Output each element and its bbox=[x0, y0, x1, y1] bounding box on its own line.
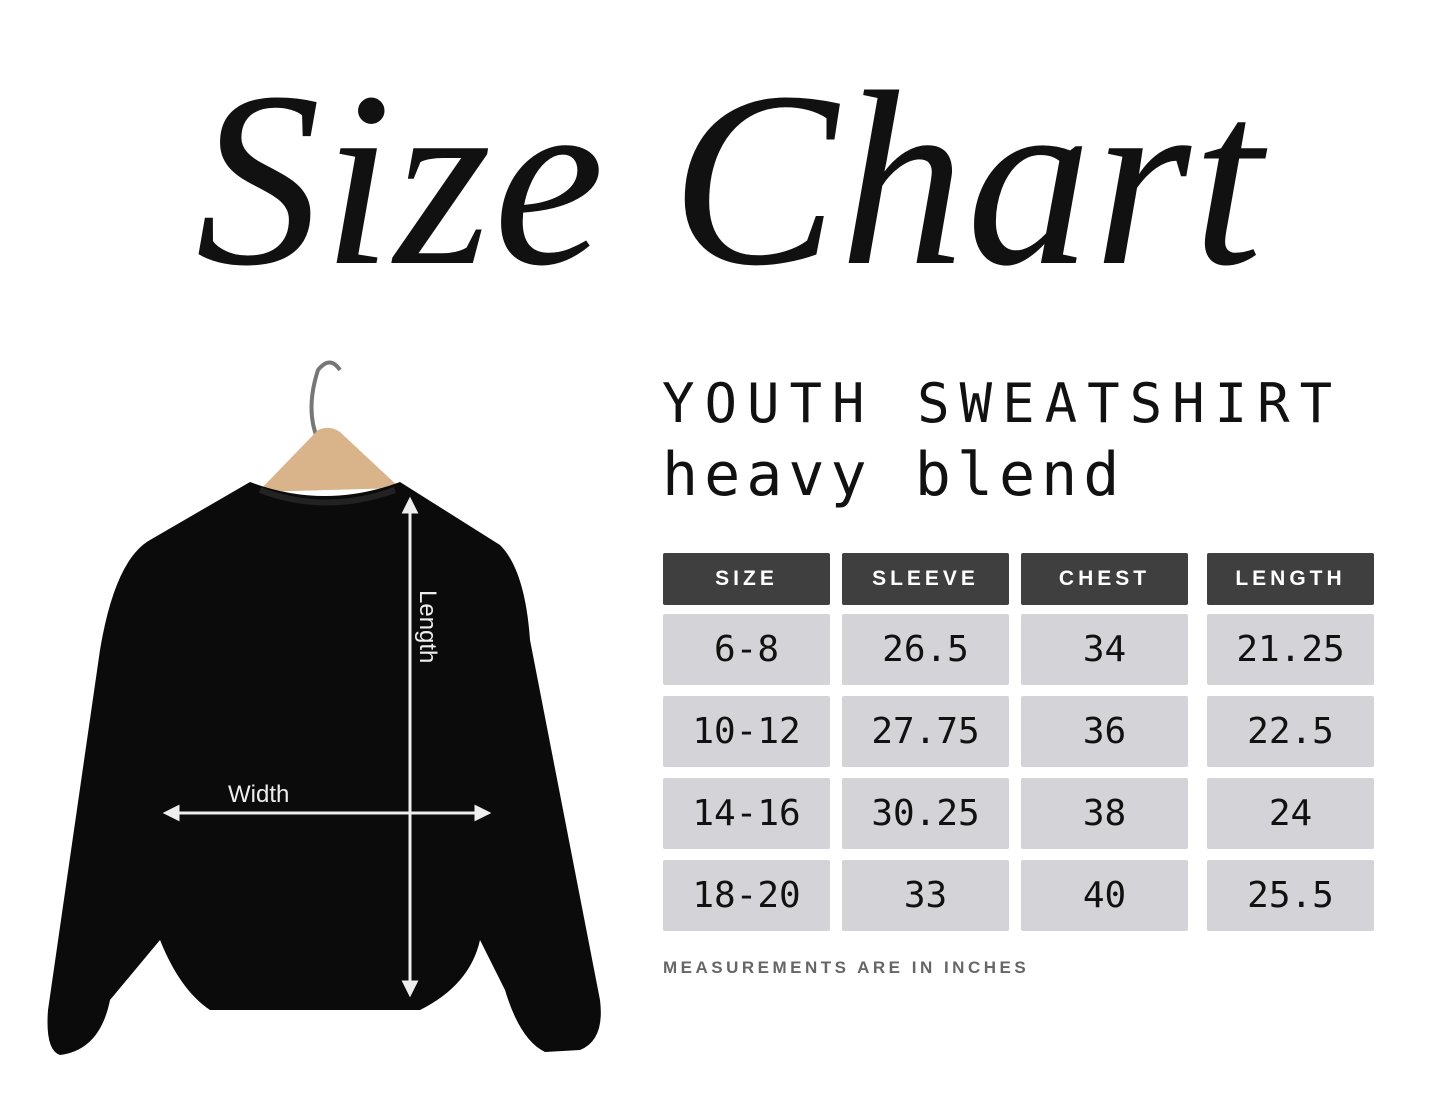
table-cell: 40 bbox=[1021, 860, 1188, 931]
sweatshirt-illustration: Length Width bbox=[47, 360, 601, 1055]
table-cell: 36 bbox=[1021, 696, 1188, 767]
table-cell: 22.5 bbox=[1207, 696, 1374, 767]
width-arrow bbox=[162, 804, 492, 822]
table-cell: 34 bbox=[1021, 614, 1188, 685]
table-cell: 24 bbox=[1207, 778, 1374, 849]
table-cell: 21.25 bbox=[1207, 614, 1374, 685]
width-label: Width bbox=[228, 781, 289, 808]
table-cell: 18-20 bbox=[663, 860, 830, 931]
table-cell: 6-8 bbox=[663, 614, 830, 685]
length-label: Length bbox=[414, 590, 441, 663]
table-cell: 30.25 bbox=[842, 778, 1009, 849]
units-note: MEASUREMENTS ARE IN INCHES bbox=[663, 958, 1030, 977]
product-name: YOUTH SWEATSHIRT bbox=[662, 372, 1343, 435]
hanger-hook-icon bbox=[309, 360, 342, 441]
table-cell: 14-16 bbox=[663, 778, 830, 849]
table-cell: 27.75 bbox=[842, 696, 1009, 767]
header-size: SIZE bbox=[663, 553, 830, 605]
product-variant: heavy blend bbox=[662, 440, 1126, 510]
length-arrow bbox=[401, 496, 419, 998]
table-cell: 25.5 bbox=[1207, 860, 1374, 931]
header-sleeve: SLEEVE bbox=[842, 553, 1009, 605]
hanger-icon bbox=[258, 427, 400, 492]
sweatshirt-body bbox=[47, 482, 601, 1055]
header-chest: CHEST bbox=[1021, 553, 1188, 605]
table-cell: 38 bbox=[1021, 778, 1188, 849]
table-cell: 10-12 bbox=[663, 696, 830, 767]
table-cell: 26.5 bbox=[842, 614, 1009, 685]
header-length: LENGTH bbox=[1207, 553, 1374, 605]
page-title: Size Chart bbox=[195, 41, 1265, 318]
table-cell: 33 bbox=[842, 860, 1009, 931]
